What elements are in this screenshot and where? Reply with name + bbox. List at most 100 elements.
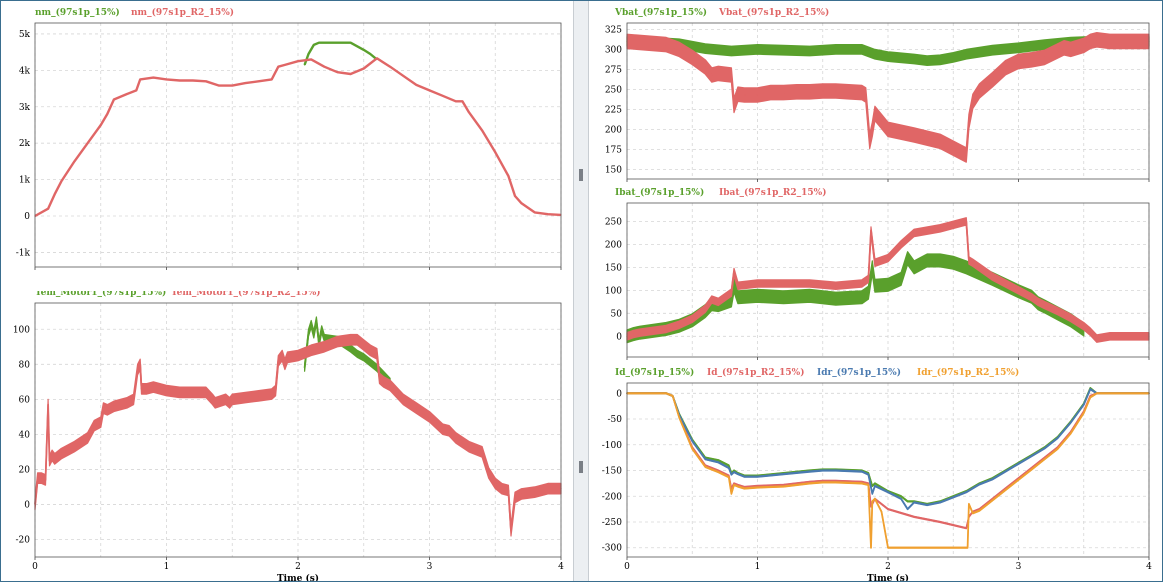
data-point bbox=[733, 104, 735, 106]
data-point bbox=[870, 229, 872, 232]
data-point bbox=[874, 485, 876, 487]
y-tick-label: 80 bbox=[19, 360, 31, 370]
data-point bbox=[1004, 67, 1007, 69]
data-point bbox=[809, 481, 811, 483]
y-tick-label: 150 bbox=[605, 165, 622, 175]
data-point bbox=[455, 437, 457, 439]
data-point bbox=[1044, 44, 1046, 46]
data-point bbox=[965, 491, 967, 493]
data-point bbox=[737, 285, 739, 287]
x-tick-label: 1 bbox=[164, 562, 170, 572]
data-point bbox=[756, 94, 759, 96]
data-point bbox=[363, 356, 365, 358]
x-tick-label: 0 bbox=[624, 562, 630, 572]
x-tick-label: 2 bbox=[295, 562, 301, 572]
y-tick-label: -50 bbox=[608, 415, 623, 425]
y-tick-label: 225 bbox=[605, 105, 622, 115]
data-point bbox=[284, 363, 286, 365]
data-point bbox=[376, 57, 378, 59]
plot-border bbox=[34, 22, 562, 268]
data-point bbox=[704, 308, 706, 310]
data-point bbox=[939, 140, 941, 142]
data-point bbox=[102, 407, 104, 409]
data-point bbox=[100, 124, 102, 126]
data-point bbox=[277, 360, 279, 362]
data-point bbox=[179, 79, 181, 82]
data-point bbox=[1070, 317, 1072, 319]
data-point bbox=[1083, 404, 1085, 406]
y-tick-label: 0 bbox=[616, 389, 622, 399]
data-point bbox=[913, 501, 915, 504]
data-point bbox=[991, 478, 993, 480]
data-point bbox=[442, 428, 444, 430]
x-axis-label: Time (s) bbox=[867, 573, 909, 581]
data-point bbox=[1057, 310, 1059, 312]
data-point bbox=[835, 469, 837, 472]
data-point bbox=[284, 64, 286, 66]
data-point bbox=[861, 282, 863, 285]
data-point bbox=[1083, 44, 1085, 47]
y-tick-label: -200 bbox=[602, 492, 622, 502]
data-point bbox=[1044, 304, 1046, 306]
data-point bbox=[906, 500, 909, 503]
legend-entry: Idr_(97s1p_15%) bbox=[817, 367, 901, 378]
data-point bbox=[887, 491, 889, 493]
data-point bbox=[501, 488, 503, 490]
data-point bbox=[733, 271, 735, 273]
data-point bbox=[1083, 412, 1085, 414]
data-point bbox=[874, 112, 876, 114]
y-tick-label: 5k bbox=[19, 30, 31, 40]
data-point bbox=[972, 100, 974, 102]
data-point bbox=[783, 473, 785, 475]
data-point bbox=[179, 391, 181, 393]
legend-entry: Vbat_(97s1p_15%) bbox=[614, 7, 707, 18]
series-group bbox=[34, 57, 562, 218]
x-tick-label: 3 bbox=[1016, 562, 1022, 572]
data-point bbox=[307, 332, 310, 334]
data-point bbox=[461, 100, 463, 102]
data-point bbox=[1096, 392, 1098, 394]
pane-splitter[interactable] bbox=[573, 1, 589, 581]
data-point bbox=[835, 298, 837, 300]
data-point bbox=[303, 64, 306, 66]
data-point bbox=[978, 266, 980, 268]
data-point bbox=[402, 398, 404, 400]
data-point bbox=[809, 282, 811, 285]
data-point bbox=[455, 100, 457, 102]
data-point bbox=[1057, 50, 1059, 52]
data-point bbox=[192, 391, 194, 393]
data-point bbox=[835, 285, 837, 287]
data-point bbox=[887, 547, 889, 549]
data-point bbox=[126, 93, 128, 95]
data-point bbox=[887, 56, 889, 58]
data-point bbox=[323, 337, 325, 339]
data-point bbox=[965, 220, 967, 222]
data-point bbox=[1109, 335, 1111, 337]
data-point bbox=[991, 79, 993, 81]
y-tick-label: 50 bbox=[611, 309, 623, 319]
data-point bbox=[678, 48, 680, 51]
data-point bbox=[869, 140, 871, 142]
data-point bbox=[231, 85, 233, 87]
data-point bbox=[952, 496, 954, 498]
data-point bbox=[691, 56, 693, 59]
data-point bbox=[514, 496, 516, 499]
data-point bbox=[547, 488, 549, 490]
data-point bbox=[428, 416, 431, 418]
data-point bbox=[991, 49, 993, 51]
data-point bbox=[1004, 470, 1007, 473]
data-point bbox=[231, 398, 233, 400]
splitter-grip-upper[interactable] bbox=[579, 169, 583, 181]
data-point bbox=[756, 295, 759, 297]
y-tick-label: -300 bbox=[602, 544, 622, 554]
data-point bbox=[1089, 388, 1091, 390]
data-point bbox=[468, 111, 470, 113]
x-axis-label: Time (s) bbox=[277, 573, 319, 581]
y-tick-label: 40 bbox=[19, 430, 31, 440]
splitter-grip-lower[interactable] bbox=[579, 461, 583, 473]
data-point bbox=[275, 389, 277, 392]
data-point bbox=[900, 498, 902, 500]
legend-entry: nm_(97s1p_15%) bbox=[35, 7, 120, 18]
data-point bbox=[874, 262, 876, 264]
data-point bbox=[1030, 455, 1033, 457]
